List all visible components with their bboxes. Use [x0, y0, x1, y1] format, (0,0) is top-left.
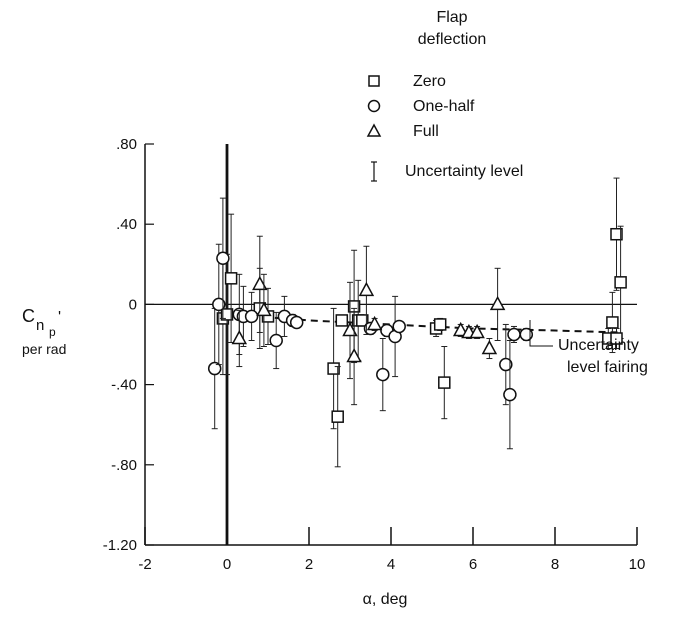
data-point-circle — [289, 315, 304, 330]
series-circle — [207, 197, 534, 450]
data-point-square — [327, 362, 340, 375]
legend-errorbar-marker — [371, 161, 377, 182]
data-point-triangle — [358, 281, 375, 297]
y-tick-label: 0 — [129, 296, 137, 313]
data-point-square — [335, 314, 349, 327]
annotation-leader-line — [529, 320, 553, 347]
data-point-square — [220, 308, 234, 321]
data-point-triangle — [231, 329, 248, 345]
data-point-circle — [216, 251, 230, 266]
data-point-circle — [507, 327, 521, 342]
x-tick-label: 8 — [551, 556, 559, 573]
legend-title-line1: Flap — [436, 9, 467, 26]
data-point-circle — [244, 309, 259, 324]
data-point-circle — [212, 297, 226, 312]
series-triangle — [231, 235, 506, 406]
legend-circle-marker — [367, 99, 381, 113]
x-tick-label: 6 — [469, 556, 477, 573]
data-point-triangle — [366, 315, 383, 331]
data-point-circle — [499, 357, 513, 372]
x-tick-label: 10 — [629, 556, 646, 573]
data-point-circle — [519, 327, 534, 342]
y-axis-label-main: C — [22, 306, 35, 326]
y-tick-label: .80 — [116, 136, 137, 153]
y-axis-label: C n p ' per rad — [22, 306, 66, 357]
y-axis-label-prime: ' — [58, 309, 61, 326]
data-point-circle — [503, 387, 517, 402]
data-point-square — [438, 376, 451, 389]
legend-item-full: Full — [366, 123, 439, 140]
x-axis-label: α, deg — [363, 591, 408, 608]
data-point-triangle — [481, 339, 498, 355]
legend-square-marker — [368, 75, 380, 87]
legend-item-one-half: One-half — [367, 98, 475, 115]
series-square — [216, 177, 627, 468]
y-tick-label: -1.20 — [103, 537, 137, 554]
x-tick-label: 2 — [305, 556, 313, 573]
legend-item-uncertainty: Uncertainty level — [371, 161, 523, 182]
legend: Flap deflection Zero One-half Full Uncer… — [366, 9, 523, 182]
y-tick-label: -.40 — [111, 377, 137, 394]
legend-label-zero: Zero — [413, 73, 446, 90]
data-point-triangle — [256, 301, 272, 317]
fairing-annotation: Uncertainty level fairing — [529, 320, 648, 376]
data-point-square — [331, 410, 344, 423]
data-point-circle — [269, 333, 283, 348]
legend-label-uncertainty: Uncertainty level — [405, 163, 523, 180]
annotation-line2: level fairing — [567, 359, 648, 376]
data-point-triangle — [489, 295, 506, 311]
data-point-triangle — [252, 275, 268, 291]
data-point-square — [610, 332, 623, 345]
data-point-circle — [207, 361, 222, 376]
data-point-square — [606, 316, 619, 329]
y-axis-label-sub: n — [36, 317, 44, 334]
legend-title-line2: deflection — [418, 31, 487, 48]
legend-label-one-half: One-half — [413, 98, 475, 115]
data-point-square — [614, 276, 627, 289]
x-tick-label: 0 — [223, 556, 231, 573]
data-point-circle — [376, 367, 390, 382]
y-tick-label: -.80 — [111, 457, 137, 474]
data-point-triangle — [342, 321, 358, 337]
x-tick-label: 4 — [387, 556, 395, 573]
legend-label-full: Full — [413, 123, 439, 140]
data-layer — [207, 177, 627, 468]
data-point-triangle — [346, 347, 362, 363]
data-point-square — [433, 318, 447, 331]
y-axis-label-subsub: p — [49, 325, 56, 339]
legend-item-zero: Zero — [368, 73, 446, 90]
data-point-triangle — [452, 321, 469, 337]
data-point-square — [356, 314, 369, 327]
data-point-square — [224, 272, 238, 285]
data-point-square — [610, 227, 623, 241]
y-axis-label-units: per rad — [22, 341, 66, 357]
data-point-circle — [392, 319, 406, 334]
legend-triangle-marker — [366, 123, 382, 137]
axes-layer: .80 .40 0 -.40 -.80 -1.20-2 0 2 4 6 8 10 — [103, 136, 646, 573]
x-tick-label: -2 — [138, 556, 151, 573]
y-tick-label: .40 — [116, 216, 137, 233]
annotation-line1: Uncertainty — [558, 337, 639, 354]
data-point-triangle — [469, 323, 485, 339]
